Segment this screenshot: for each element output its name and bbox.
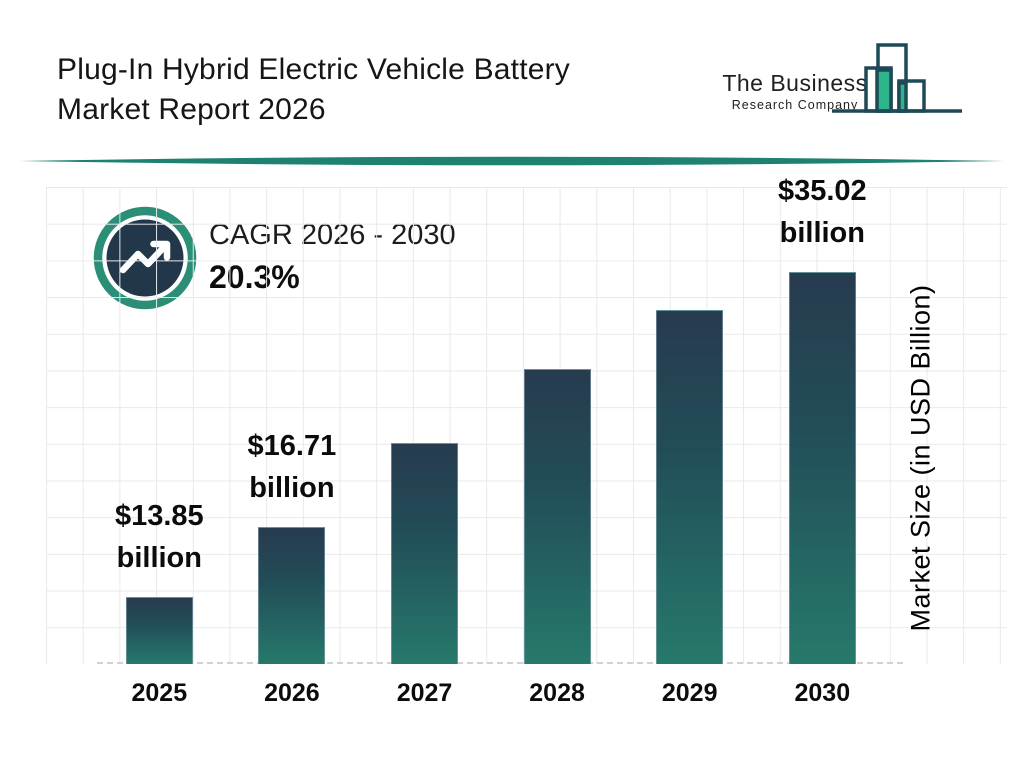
- logo-text: The Business Research Company: [720, 70, 870, 112]
- value-label-2026: $16.71 billion: [207, 425, 377, 509]
- logo-company-subtitle: Research Company: [731, 98, 859, 112]
- value-label-line: billion: [249, 472, 335, 504]
- x-axis-label-2029: 2029: [661, 679, 718, 707]
- value-label-line: $13.85: [114, 500, 204, 532]
- value-label-line: billion: [116, 542, 202, 574]
- x-axis-label-2025: 2025: [131, 679, 188, 707]
- bar-2025: [125, 597, 193, 664]
- value-label-line: $35.02: [777, 175, 867, 207]
- logo-bars-icon: [832, 43, 962, 113]
- bar-2029: [656, 310, 724, 664]
- value-label-2025: $13.85 billion: [74, 495, 244, 579]
- bar-2027: [391, 443, 458, 664]
- x-axis-label-2028: 2028: [529, 679, 585, 707]
- value-label-line: $16.71: [247, 430, 337, 462]
- x-axis-label-2026: 2026: [264, 679, 320, 707]
- bar-2030: [788, 272, 856, 664]
- value-label-2030: $35.02 billion: [737, 170, 907, 254]
- bar-2028: [523, 369, 591, 664]
- bar-2026: [258, 527, 326, 664]
- page-title: Plug-In Hybrid Electric Vehicle Battery …: [57, 50, 687, 130]
- page-title-line-2: Market Report 2026: [57, 93, 326, 126]
- x-axis-label-2027: 2027: [396, 679, 453, 707]
- page-title-line-1: Plug-In Hybrid Electric Vehicle Battery: [57, 53, 571, 86]
- y-axis-label: Market Size (in USD Billion): [905, 284, 936, 632]
- chart-baseline: [97, 661, 903, 664]
- divider-line: [20, 156, 1004, 166]
- x-axis-label-2030: 2030: [794, 679, 851, 707]
- value-label-line: billion: [779, 217, 865, 249]
- logo-company-name: The Business: [722, 70, 868, 96]
